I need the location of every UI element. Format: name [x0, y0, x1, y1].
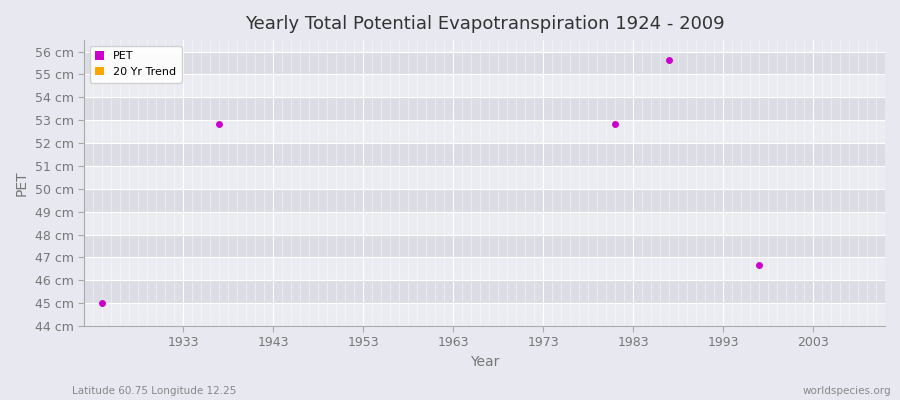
Title: Yearly Total Potential Evapotranspiration 1924 - 2009: Yearly Total Potential Evapotranspiratio…	[245, 15, 724, 33]
Bar	[84, 303, 885, 326]
Point	[608, 120, 622, 127]
Y-axis label: PET: PET	[15, 170, 29, 196]
Text: worldspecies.org: worldspecies.org	[803, 386, 891, 396]
Bar	[84, 189, 885, 212]
Bar	[84, 280, 885, 303]
Text: Latitude 60.75 Longitude 12.25: Latitude 60.75 Longitude 12.25	[72, 386, 237, 396]
Bar	[84, 258, 885, 280]
Legend: PET, 20 Yr Trend: PET, 20 Yr Trend	[90, 46, 182, 82]
Bar	[84, 120, 885, 143]
Bar	[84, 212, 885, 234]
Bar	[84, 74, 885, 97]
Bar	[84, 52, 885, 74]
Point	[94, 300, 109, 306]
X-axis label: Year: Year	[470, 355, 500, 369]
Point	[212, 120, 226, 127]
Bar	[84, 166, 885, 189]
Point	[662, 56, 676, 63]
Bar	[84, 97, 885, 120]
Bar	[84, 234, 885, 258]
Bar	[84, 143, 885, 166]
Point	[752, 262, 766, 269]
